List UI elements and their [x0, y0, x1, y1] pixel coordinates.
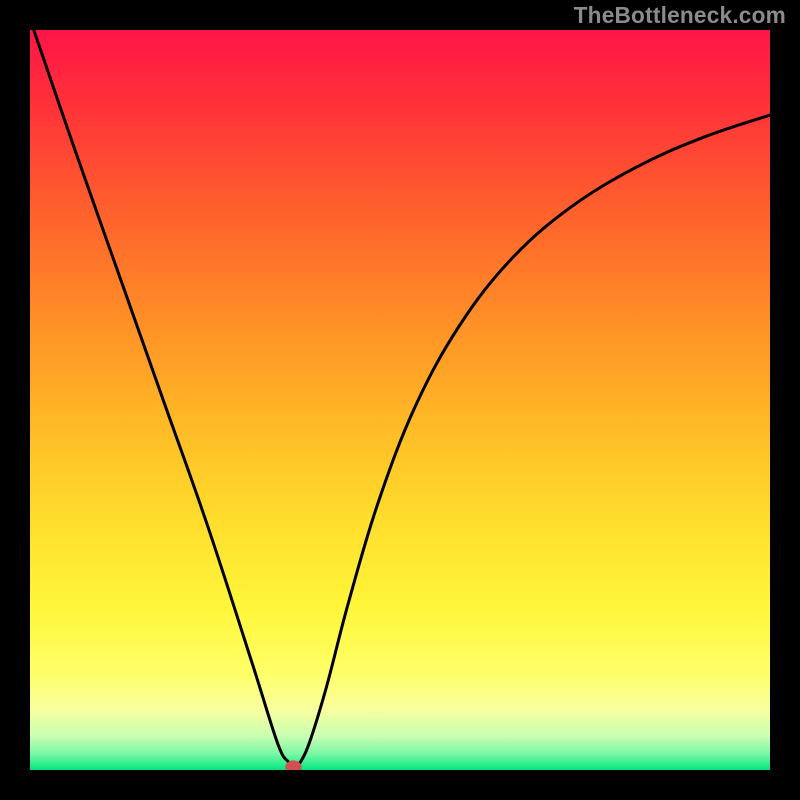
bottleneck-curve — [30, 30, 770, 770]
curve-layer — [30, 30, 770, 770]
plot-area — [30, 30, 770, 770]
figure-root: { "figure": { "width_px": 800, "height_p… — [0, 0, 800, 800]
watermark-text: TheBottleneck.com — [574, 2, 786, 29]
